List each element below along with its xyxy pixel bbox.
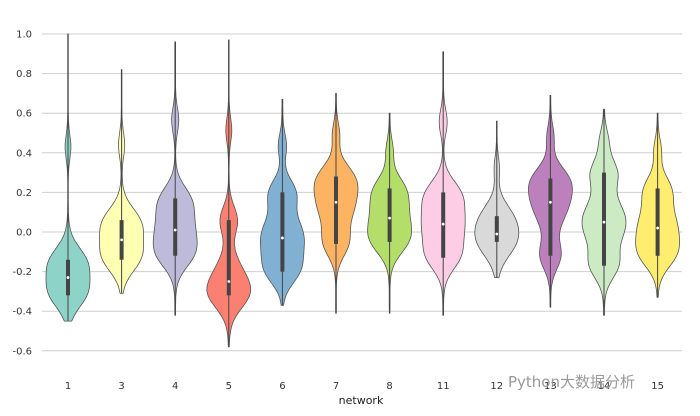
x-tick-label: 11 <box>437 381 450 392</box>
iqr-box <box>334 176 338 244</box>
iqr-box <box>494 216 499 242</box>
violin-12 <box>474 120 520 278</box>
median-marker <box>602 220 606 224</box>
median-marker <box>656 226 659 230</box>
iqr-box <box>548 178 553 256</box>
x-tick-label: 8 <box>386 381 392 392</box>
y-tick-label: 1.0 <box>16 30 32 41</box>
median-marker <box>281 236 284 240</box>
y-tick-label: 0.4 <box>16 148 32 159</box>
violin-1 <box>45 33 91 322</box>
x-tick-label: 3 <box>118 381 124 392</box>
y-tick-label: -0.6 <box>12 346 32 357</box>
x-tick-label: 1 <box>65 381 71 392</box>
x-tick-label: 7 <box>333 381 339 392</box>
x-tick-label: 14 <box>598 381 611 392</box>
x-axis-label: network <box>339 394 384 407</box>
iqr-box <box>387 188 392 242</box>
median-marker <box>549 200 552 204</box>
y-tick-label: 0.6 <box>16 109 32 120</box>
y-tick-label: 0.2 <box>16 188 32 199</box>
x-tick-label: 15 <box>651 381 664 392</box>
violin-13 <box>527 94 573 308</box>
x-tick-label: 13 <box>544 381 557 392</box>
iqr-box <box>655 188 660 256</box>
x-tick-label: 12 <box>490 381 503 392</box>
median-marker <box>66 276 70 279</box>
y-tick-label: -0.4 <box>12 307 32 318</box>
watermark-text: Python大数据分析 <box>508 373 635 391</box>
iqr-box <box>173 198 178 256</box>
iqr-box <box>280 192 285 272</box>
violin-15 <box>635 112 681 298</box>
y-tick-label: 0.0 <box>16 228 32 239</box>
x-axis: 1 3 4 5 6 7 8 11 12 13 14 15 <box>65 381 664 392</box>
violin-5 <box>206 39 252 348</box>
median-marker <box>441 222 445 226</box>
median-marker <box>120 238 123 242</box>
watermark: Python大数据分析 <box>508 371 635 392</box>
violins <box>45 33 681 348</box>
violin-6 <box>260 98 305 306</box>
violin-7 <box>313 93 359 314</box>
y-axis: -0.6 -0.4 -0.2 0.0 0.2 0.4 0.6 0.8 1.0 <box>12 30 32 358</box>
grid-lines <box>42 33 682 352</box>
x-tick-label: 4 <box>172 381 178 392</box>
median-marker <box>495 232 499 236</box>
median-marker <box>227 280 231 283</box>
violin-3 <box>99 69 144 294</box>
y-tick-label: -0.2 <box>12 267 32 278</box>
violin-14 <box>581 108 627 316</box>
violin-8 <box>367 112 413 314</box>
y-tick-label: 0.8 <box>16 69 32 80</box>
median-marker <box>388 216 391 220</box>
violin-4 <box>152 41 198 316</box>
median-marker <box>173 228 177 232</box>
iqr-box <box>226 220 231 296</box>
x-tick-label: 6 <box>279 381 285 392</box>
iqr-box <box>602 172 606 266</box>
x-tick-label: 5 <box>226 381 232 392</box>
violin-11 <box>420 51 466 316</box>
median-marker <box>334 200 338 204</box>
